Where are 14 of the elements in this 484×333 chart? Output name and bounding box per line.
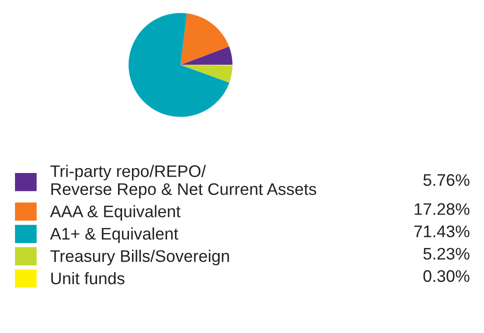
pie-slice bbox=[180, 13, 230, 65]
data-label: 0.30% bbox=[423, 270, 470, 282]
data-label: 17.28% bbox=[414, 203, 470, 215]
pie-slice bbox=[180, 64, 232, 83]
legend-label: A1+ & Equivalent bbox=[50, 227, 178, 243]
legend-label: AAA & Equivalent bbox=[50, 205, 181, 221]
data-label: 71.43% bbox=[414, 226, 470, 238]
legend-label: Treasury Bills/Sovereign bbox=[50, 250, 229, 266]
legend-label: Unit funds bbox=[51, 272, 124, 284]
data-label: 5.23% bbox=[423, 248, 470, 260]
data-label: 5.76% bbox=[423, 174, 470, 186]
pie-slice bbox=[180, 46, 232, 65]
pie-slice bbox=[128, 12, 230, 117]
legend-label: Tri-party repo/REPO/ Reverse Repo & Net Current Assets bbox=[50, 164, 316, 198]
